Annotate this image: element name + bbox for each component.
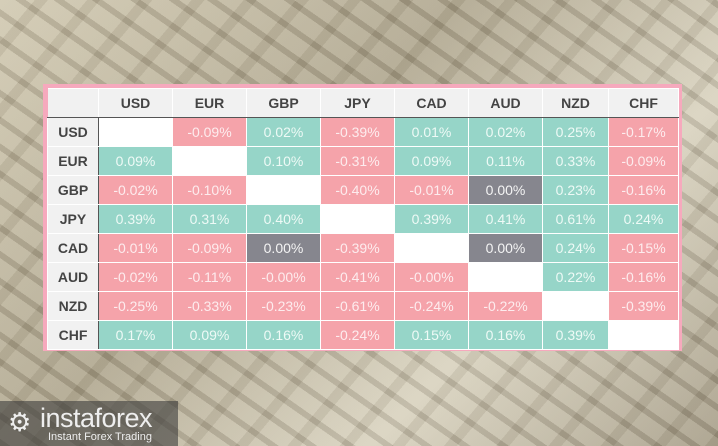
cell-cad-chf: -0.15% <box>608 233 679 263</box>
row-header-cad: CAD <box>47 233 99 263</box>
cell-usd-aud: 0.02% <box>468 117 543 147</box>
table-row: JPY 0.39% 0.31% 0.40% 0.39% 0.41% 0.61% 0.24% <box>47 204 679 234</box>
cell-cad-nzd: 0.24% <box>542 233 609 263</box>
cell-nzd-aud: -0.22% <box>468 291 543 321</box>
cell-gbp-gbp <box>246 175 321 205</box>
cell-usd-cad: 0.01% <box>394 117 469 147</box>
cell-cad-usd: -0.01% <box>98 233 173 263</box>
row-header-chf: CHF <box>47 320 99 350</box>
cell-cad-cad <box>394 233 469 263</box>
cell-cad-eur: -0.09% <box>172 233 247 263</box>
cell-jpy-aud: 0.41% <box>468 204 543 234</box>
cell-aud-usd: -0.02% <box>98 262 173 292</box>
header-row: USD EUR GBP JPY CAD AUD NZD CHF <box>47 88 679 118</box>
table-row: EUR 0.09% 0.10% -0.31% 0.09% 0.11% 0.33% -0.09% <box>47 146 679 176</box>
table-row: GBP -0.02% -0.10% -0.40% -0.01% 0.00% 0.23% -0.… <box>47 175 679 205</box>
cell-aud-eur: -0.11% <box>172 262 247 292</box>
cell-aud-gbp: -0.00% <box>246 262 321 292</box>
cell-usd-nzd: 0.25% <box>542 117 609 147</box>
currency-matrix-frame: USD EUR GBP JPY CAD AUD NZD CHF USD -0.09% 0.02% -… <box>43 84 682 351</box>
cell-aud-chf: -0.16% <box>608 262 679 292</box>
cell-gbp-usd: -0.02% <box>98 175 173 205</box>
row-header-gbp: GBP <box>47 175 99 205</box>
cell-chf-eur: 0.09% <box>172 320 247 350</box>
cell-gbp-chf: -0.16% <box>608 175 679 205</box>
cell-gbp-jpy: -0.40% <box>320 175 395 205</box>
cell-eur-nzd: 0.33% <box>542 146 609 176</box>
cell-aud-jpy: -0.41% <box>320 262 395 292</box>
logo-tagline: Instant Forex Trading <box>48 431 152 443</box>
cell-chf-jpy: -0.24% <box>320 320 395 350</box>
table-row: AUD -0.02% -0.11% -0.00% -0.41% -0.00% 0.22% -0… <box>47 262 679 292</box>
cell-usd-usd <box>98 117 173 147</box>
corner-cell <box>47 88 99 118</box>
table-row: USD -0.09% 0.02% -0.39% 0.01% 0.02% 0.25% -0.17… <box>47 117 679 147</box>
cell-aud-cad: -0.00% <box>394 262 469 292</box>
row-header-jpy: JPY <box>47 204 99 234</box>
cell-chf-aud: 0.16% <box>468 320 543 350</box>
cell-chf-usd: 0.17% <box>98 320 173 350</box>
column-header-chf: CHF <box>608 88 679 118</box>
column-header-cad: CAD <box>394 88 469 118</box>
cell-gbp-aud: 0.00% <box>468 175 543 205</box>
column-header-eur: EUR <box>172 88 247 118</box>
cell-eur-jpy: -0.31% <box>320 146 395 176</box>
row-header-eur: EUR <box>47 146 99 176</box>
cell-nzd-eur: -0.33% <box>172 291 247 321</box>
cell-usd-chf: -0.17% <box>608 117 679 147</box>
column-header-nzd: NZD <box>542 88 609 118</box>
cell-usd-gbp: 0.02% <box>246 117 321 147</box>
cell-usd-jpy: -0.39% <box>320 117 395 147</box>
cell-cad-aud: 0.00% <box>468 233 543 263</box>
row-header-aud: AUD <box>47 262 99 292</box>
cell-gbp-nzd: 0.23% <box>542 175 609 205</box>
cell-usd-eur: -0.09% <box>172 117 247 147</box>
cell-eur-gbp: 0.10% <box>246 146 321 176</box>
cell-gbp-eur: -0.10% <box>172 175 247 205</box>
logo-name: instaforex <box>40 403 153 433</box>
cell-jpy-usd: 0.39% <box>98 204 173 234</box>
cell-jpy-gbp: 0.40% <box>246 204 321 234</box>
cell-nzd-gbp: -0.23% <box>246 291 321 321</box>
cell-nzd-nzd <box>542 291 609 321</box>
column-header-gbp: GBP <box>246 88 321 118</box>
cell-chf-nzd: 0.39% <box>542 320 609 350</box>
cell-gbp-cad: -0.01% <box>394 175 469 205</box>
cell-aud-nzd: 0.22% <box>542 262 609 292</box>
cell-nzd-usd: -0.25% <box>98 291 173 321</box>
cell-jpy-cad: 0.39% <box>394 204 469 234</box>
cell-jpy-chf: 0.24% <box>608 204 679 234</box>
currency-matrix: USD EUR GBP JPY CAD AUD NZD CHF USD -0.09% 0.02% -… <box>47 88 679 350</box>
cell-nzd-chf: -0.39% <box>608 291 679 321</box>
cell-eur-aud: 0.11% <box>468 146 543 176</box>
cell-chf-chf <box>608 320 679 350</box>
cell-jpy-jpy <box>320 204 395 234</box>
cell-eur-eur <box>172 146 247 176</box>
row-header-usd: USD <box>47 117 99 147</box>
instaforex-logo: ⚙ instaforex Instant Forex Trading <box>0 401 178 446</box>
cell-chf-cad: 0.15% <box>394 320 469 350</box>
cell-cad-gbp: 0.00% <box>246 233 321 263</box>
cell-nzd-jpy: -0.61% <box>320 291 395 321</box>
cell-jpy-nzd: 0.61% <box>542 204 609 234</box>
row-header-nzd: NZD <box>47 291 99 321</box>
cell-jpy-eur: 0.31% <box>172 204 247 234</box>
cell-eur-chf: -0.09% <box>608 146 679 176</box>
cell-cad-jpy: -0.39% <box>320 233 395 263</box>
column-header-aud: AUD <box>468 88 543 118</box>
cell-eur-usd: 0.09% <box>98 146 173 176</box>
column-header-usd: USD <box>98 88 173 118</box>
table-row: CAD -0.01% -0.09% 0.00% -0.39% 0.00% 0.24% -0.1… <box>47 233 679 263</box>
table-row: NZD -0.25% -0.33% -0.23% -0.61% -0.24% -0.22% -… <box>47 291 679 321</box>
cell-eur-cad: 0.09% <box>394 146 469 176</box>
instaforex-logo-icon: ⚙ <box>8 407 32 437</box>
cell-chf-gbp: 0.16% <box>246 320 321 350</box>
table-row: CHF 0.17% 0.09% 0.16% -0.24% 0.15% 0.16% 0.39% <box>47 320 679 350</box>
cell-nzd-cad: -0.24% <box>394 291 469 321</box>
column-header-jpy: JPY <box>320 88 395 118</box>
cell-aud-aud <box>468 262 543 292</box>
